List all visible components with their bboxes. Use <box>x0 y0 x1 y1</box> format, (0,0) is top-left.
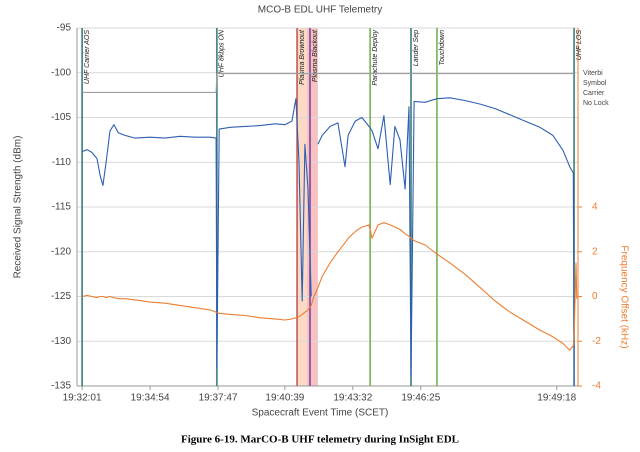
y2-tick-label: 0 <box>592 291 598 302</box>
event-label: Plasma Blackout <box>312 29 319 82</box>
event-label: Lander Sep <box>413 30 420 66</box>
x-tick-label: 19:40:39 <box>265 393 304 404</box>
y2-tick-label: -2 <box>592 336 601 347</box>
series-line <box>81 222 578 351</box>
x-tick-label: 19:46:25 <box>401 393 440 404</box>
y-tick-label: -130 <box>51 336 71 347</box>
event-label: UHF 8kbps ON <box>219 29 226 77</box>
x-tick-label: 19:49:18 <box>537 393 576 404</box>
status-label: Viterbi <box>583 70 603 77</box>
x-axis-label: Spacecraft Event Time (SCET) <box>252 408 389 419</box>
status-label: Carrier <box>583 90 605 97</box>
y-tick-label: -105 <box>51 112 71 123</box>
x-tick-label: 19:43:32 <box>333 393 372 404</box>
event-label: UHF Carrier AOS <box>84 30 91 84</box>
x-tick-label: 19:37:47 <box>199 393 238 404</box>
series-line <box>81 97 575 387</box>
y2-tick-label: 4 <box>592 202 598 213</box>
caption: Figure 6-19. MarCO-B UHF telemetry durin… <box>181 434 459 446</box>
event-label: Touchdown <box>439 30 446 66</box>
x-tick-label: 19:34:54 <box>131 393 170 404</box>
y-tick-label: -95 <box>57 23 72 34</box>
y-tick-label: -100 <box>51 67 71 78</box>
y2-axis-label: Frequency Offset (kHz) <box>618 245 629 348</box>
status-label: No Lock <box>583 100 609 107</box>
x-tick-label: 19:32:01 <box>63 393 102 404</box>
y-tick-label: -135 <box>51 381 71 392</box>
chart-title: MCO-B EDL UHF Telemetry <box>258 5 382 16</box>
y-tick-label: -125 <box>51 291 71 302</box>
y2-tick-label: -4 <box>592 381 601 392</box>
series-line <box>82 73 575 93</box>
y-tick-label: -110 <box>52 157 72 168</box>
event-label: UHF LOS <box>576 30 583 61</box>
status-label: Symbol <box>583 80 607 87</box>
y-tick-label: -115 <box>52 202 72 213</box>
y2-tick-label: 2 <box>592 246 598 257</box>
event-label: Plasma Brownout <box>299 29 306 85</box>
event-label: Parachute Deploy <box>372 30 379 86</box>
y-axis-label: Received Signal Strength (dBm) <box>13 136 24 279</box>
y-tick-label: -120 <box>51 246 71 257</box>
